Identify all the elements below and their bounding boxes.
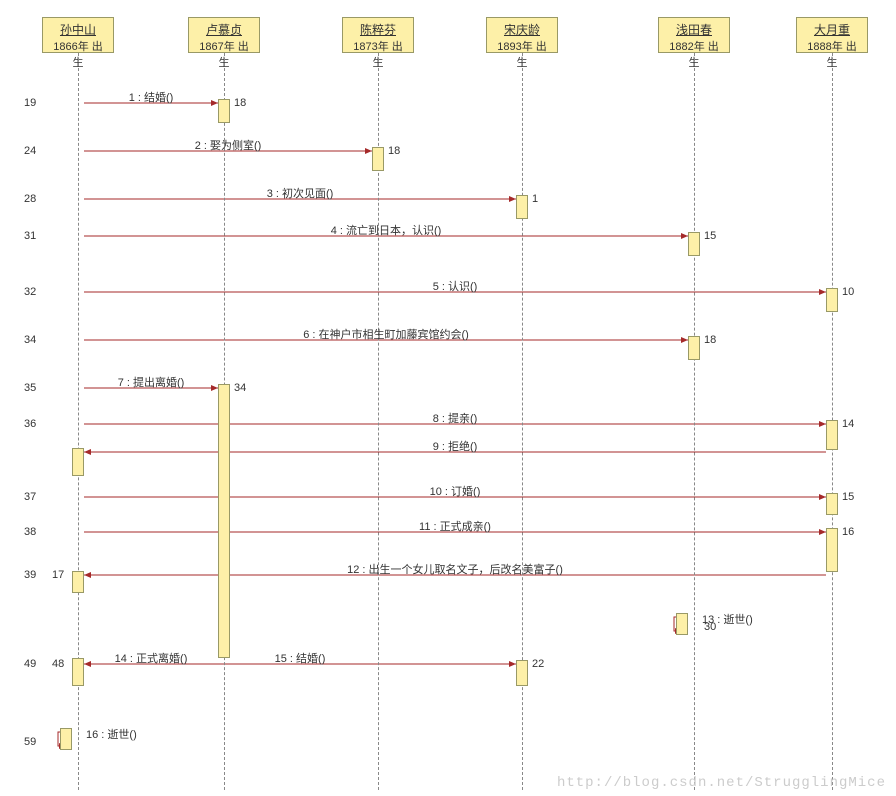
activation-bar [826,528,838,572]
participant-name: 孙中山 [49,21,107,38]
age-right: 10 [842,286,854,298]
activation-bar [218,384,230,658]
age-right: 30 [704,621,716,633]
message-label: 14 : 正式离婚() [115,650,188,666]
age-left: 38 [24,526,36,538]
activation-bar [688,232,700,256]
age-left: 49 [24,658,36,670]
activation-bar [826,288,838,312]
message-label: 16 : 逝世() [86,726,137,742]
age-right: 18 [704,334,716,346]
age-right: 14 [842,418,854,430]
message-label: 12 : 出生一个女儿取名文子，后改名美富子() [347,561,563,577]
age-right: 18 [234,97,246,109]
age-right: 16 [842,526,854,538]
age-right: 34 [234,382,246,394]
lifeline-dash [694,53,695,790]
lifeline-header-p2: 卢慕贞1867年 出生 [188,17,260,53]
activation-bar [676,613,688,635]
activation-bar [60,728,72,750]
age-right: 15 [842,491,854,503]
message-label: 6 : 在神户市相生町加藤宾馆约会() [303,326,469,342]
message-label: 15 : 结婚() [275,650,326,666]
age-left: 31 [24,230,36,242]
age-left: 34 [24,334,36,346]
message-label: 7 : 提出离婚() [118,374,185,390]
activation-bar [826,493,838,515]
age-left: 32 [24,286,36,298]
message-label: 10 : 订婚() [430,483,481,499]
age-left: 28 [24,193,36,205]
message-label: 5 : 认识() [433,278,478,294]
watermark: http://blog.csdn.net/StrugglingMice [557,775,886,791]
participant-name: 大月重 [803,21,861,38]
message-label: 8 : 提亲() [433,410,478,426]
lifeline-header-p5: 浅田春1882年 出生 [658,17,730,53]
age-left: 37 [24,491,36,503]
activation-bar [826,420,838,450]
participant-name: 宋庆龄 [493,21,551,38]
age-right: 17 [52,569,64,581]
age-right: 22 [532,658,544,670]
activation-bar [72,448,84,476]
activation-bar [516,660,528,686]
age-right: 48 [52,658,64,670]
lifeline-header-p6: 大月重1888年 出生 [796,17,868,53]
age-left: 59 [24,736,36,748]
activation-bar [516,195,528,219]
message-label: 1 : 结婚() [129,89,174,105]
age-right: 1 [532,193,538,205]
age-right: 18 [388,145,400,157]
message-label: 4 : 流亡到日本，认识() [331,222,442,238]
activation-bar [372,147,384,171]
message-label: 9 : 拒绝() [433,438,478,454]
message-label: 2 : 娶为侧室() [195,137,262,153]
arrow-layer [0,0,896,796]
age-left: 39 [24,569,36,581]
participant-name: 陈粹芬 [349,21,407,38]
age-left: 35 [24,382,36,394]
message-label: 3 : 初次见面() [267,185,334,201]
lifeline-header-p1: 孙中山1866年 出生 [42,17,114,53]
participant-name: 浅田春 [665,21,723,38]
activation-bar [72,571,84,593]
age-left: 19 [24,97,36,109]
activation-bar [218,99,230,123]
age-left: 36 [24,418,36,430]
activation-bar [688,336,700,360]
sequence-diagram: 孙中山1866年 出生 卢慕贞1867年 出生 陈粹芬1873年 出生 宋庆龄1893… [0,0,896,796]
message-label: 11 : 正式成亲() [419,518,491,534]
age-left: 24 [24,145,36,157]
participant-name: 卢慕贞 [195,21,253,38]
lifeline-header-p3: 陈粹芬1873年 出生 [342,17,414,53]
age-right: 15 [704,230,716,242]
lifeline-header-p4: 宋庆龄1893年 出生 [486,17,558,53]
activation-bar [72,658,84,686]
